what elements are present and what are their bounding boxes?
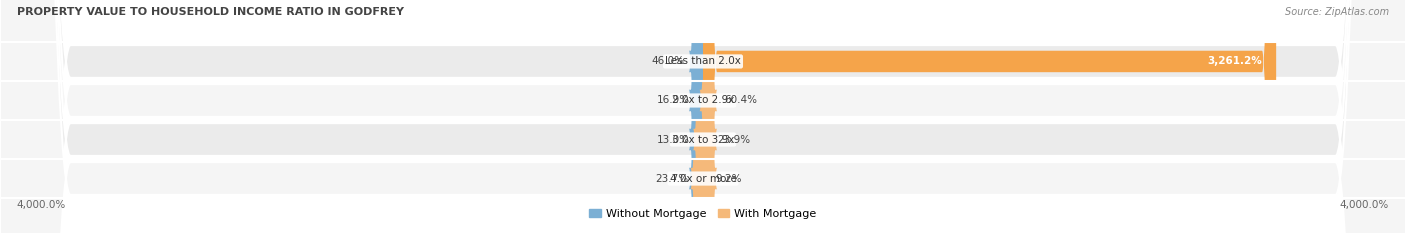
FancyBboxPatch shape [703,0,1277,233]
Legend: Without Mortgage, With Mortgage: Without Mortgage, With Mortgage [585,204,821,223]
Text: 16.9%: 16.9% [657,96,689,106]
FancyBboxPatch shape [693,0,717,233]
FancyBboxPatch shape [700,0,717,233]
FancyBboxPatch shape [690,0,717,233]
FancyBboxPatch shape [689,0,709,233]
FancyBboxPatch shape [689,0,714,233]
FancyBboxPatch shape [689,0,713,233]
Text: 4,000.0%: 4,000.0% [17,200,66,210]
Text: 46.0%: 46.0% [651,56,685,66]
Text: 3.0x to 3.9x: 3.0x to 3.9x [672,134,734,144]
Text: 4.0x or more: 4.0x or more [669,174,737,184]
Text: 3,261.2%: 3,261.2% [1208,56,1263,66]
Text: Less than 2.0x: Less than 2.0x [665,56,741,66]
FancyBboxPatch shape [689,0,714,233]
Text: PROPERTY VALUE TO HOUSEHOLD INCOME RATIO IN GODFREY: PROPERTY VALUE TO HOUSEHOLD INCOME RATIO… [17,7,404,17]
Text: 13.0%: 13.0% [657,134,690,144]
Text: 9.2%: 9.2% [716,174,741,184]
Text: 2.0x to 2.9x: 2.0x to 2.9x [672,96,734,106]
Text: 23.9%: 23.9% [717,134,751,144]
Text: Source: ZipAtlas.com: Source: ZipAtlas.com [1285,7,1389,17]
Text: 4,000.0%: 4,000.0% [1340,200,1389,210]
Text: 23.7%: 23.7% [655,174,689,184]
Text: 60.4%: 60.4% [724,96,758,106]
